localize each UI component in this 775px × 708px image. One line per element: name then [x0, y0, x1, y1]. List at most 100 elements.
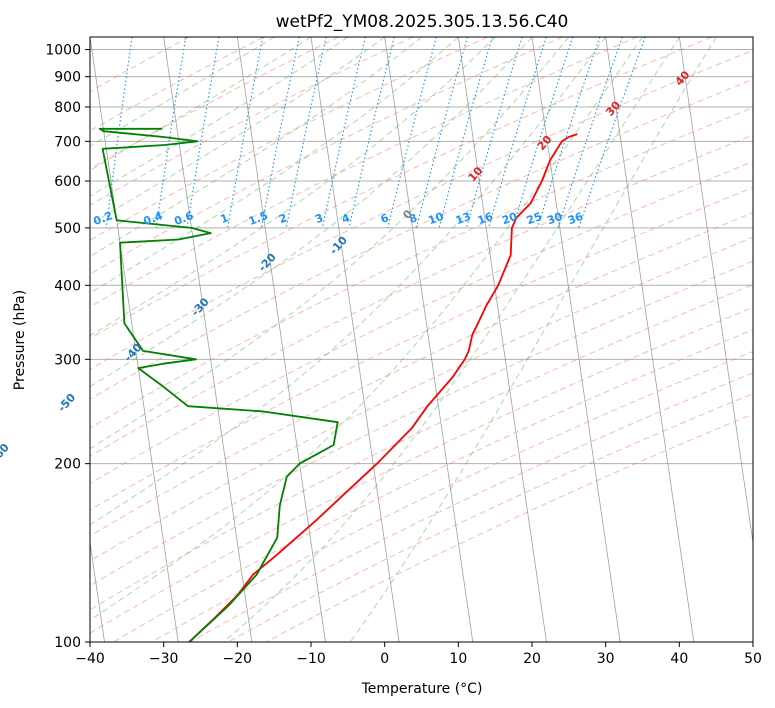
- mixing-ratio-label: 10: [426, 210, 445, 228]
- mixing-ratio-line: [415, 37, 469, 229]
- moist-adiabat: [90, 37, 385, 226]
- moist-adiabat: [90, 37, 459, 294]
- moist-adiabat: [223, 37, 680, 642]
- dry-adiabat: [189, 372, 753, 642]
- x-tick-label: −40: [75, 651, 105, 667]
- moist-adiabat: [90, 37, 607, 526]
- dry-adiabat: [90, 37, 638, 308]
- mixing-ratio-line: [512, 37, 574, 229]
- isotherm-line: [457, 37, 547, 642]
- moist-adiabat: [90, 37, 349, 197]
- dry-adiabat: [151, 350, 753, 642]
- plot-frame: [89, 36, 754, 643]
- mixing-ratio-line: [321, 37, 366, 229]
- y-tick-label: 600: [54, 174, 81, 190]
- mixing-ratio-line: [438, 37, 493, 229]
- moist-adiabat: [90, 37, 275, 147]
- profile-lines: [98, 127, 578, 642]
- x-tick-label: −20: [223, 651, 253, 667]
- mixing-ratio-label: 0.6: [172, 209, 195, 228]
- moist-adiabat: [90, 37, 422, 258]
- dry-adiabat: [90, 37, 563, 275]
- x-tick-label: 50: [744, 651, 762, 667]
- moist-adiabat: [90, 37, 496, 337]
- dry-adiabat: [90, 78, 753, 400]
- x-tick-label: 10: [449, 651, 467, 667]
- y-tick-label: 100: [54, 635, 81, 651]
- x-tick-label: 30: [597, 651, 615, 667]
- isotherm-line: [90, 37, 179, 642]
- x-tick-label: −30: [149, 651, 179, 667]
- mixing-ratio-line: [105, 37, 133, 228]
- mixing-ratio-label: 20: [500, 210, 519, 228]
- x-axis: −40 −30 −20 −10 0 10 20 30 40 50: [75, 642, 762, 667]
- dry-adiabat: [90, 107, 753, 429]
- x-axis-label: Temperature (°C): [361, 681, 483, 697]
- chart-title: wetPf2_YM08.2025.305.13.56.C40: [276, 12, 569, 32]
- mixing-ratio-line: [487, 37, 547, 229]
- x-tick-label: 20: [523, 651, 541, 667]
- dry-adiabat: [90, 161, 753, 485]
- dry-adiabat: [90, 186, 753, 511]
- mixing-ratio-line: [260, 37, 300, 229]
- dry-adiabat: [90, 134, 753, 457]
- moist-adiabat: [90, 37, 533, 388]
- y-tick-label: 1000: [45, 43, 81, 59]
- mixing-ratio-label: 1: [219, 211, 231, 226]
- mixing-ratio-label: 3: [313, 211, 325, 226]
- mixing-ratio-line: [285, 37, 327, 229]
- mixing-ratio-label: 0.2: [92, 209, 115, 228]
- dry-adiabat: [90, 37, 339, 170]
- isotherm-line: [163, 37, 253, 642]
- y-tick-label: 700: [54, 134, 81, 150]
- moist-adiabat: [349, 37, 717, 642]
- isotherm-line: [236, 37, 326, 642]
- mixing-ratio-label: 30: [545, 210, 564, 228]
- mixing-ratio-label: 4: [340, 211, 352, 226]
- y-tick-label: 200: [54, 457, 81, 473]
- moist-adiabat: [90, 37, 570, 450]
- mixing-ratio-label: 36: [566, 210, 585, 228]
- mixing-ratio-label: 2: [277, 211, 289, 226]
- x-tick-label: 40: [670, 651, 688, 667]
- second-profile-line: [98, 127, 339, 642]
- y-tick-label: 800: [54, 100, 81, 116]
- dry-adiabat: [90, 37, 264, 132]
- dry-adiabat: [90, 306, 753, 634]
- mixing-ratio-line: [186, 37, 220, 228]
- mixing-ratio-line: [155, 37, 187, 228]
- mixing-ratio-line: [465, 37, 523, 229]
- isotherm-line: [605, 37, 695, 642]
- mixing-ratio-label: 6: [379, 211, 391, 226]
- isotherm-line: [384, 37, 474, 642]
- y-tick-label: 500: [54, 221, 81, 237]
- x-tick-label: 0: [380, 651, 389, 667]
- y-axis: 1000 900 800 700 600 500 400 300 200 100: [45, 43, 90, 651]
- mixing-ratio-label: 25: [525, 210, 544, 227]
- mixing-ratio-label: 16: [476, 210, 495, 228]
- y-tick-label: 300: [54, 352, 81, 368]
- dry-adiabat: [90, 284, 753, 611]
- mixing-ratio-label: 8: [407, 211, 419, 226]
- background-lines: [90, 37, 753, 642]
- dry-adiabat: [90, 212, 753, 537]
- temperature-profile-line: [188, 133, 578, 642]
- x-tick-label: −10: [296, 651, 326, 667]
- moist-adiabat: [90, 37, 643, 621]
- mixing-ratio-line: [536, 37, 601, 229]
- mixing-ratio-line: [557, 37, 623, 229]
- mixing-ratio-line: [578, 37, 646, 229]
- mixing-ratio-label: 0.4: [142, 209, 165, 228]
- mixing-ratio-label: 13: [454, 210, 473, 227]
- mixing-ratio-line: [348, 37, 395, 229]
- mixing-ratio-line: [227, 37, 264, 228]
- y-tick-label: 400: [54, 278, 81, 294]
- y-axis-label: Pressure (hPa): [12, 290, 28, 390]
- y-tick-label: 900: [54, 70, 81, 86]
- dry-adiabat: [90, 49, 753, 370]
- dry-adiabat: [90, 37, 712, 340]
- mixing-ratio-line: [387, 37, 437, 229]
- mixing-ratio-label: 1.5: [247, 209, 270, 228]
